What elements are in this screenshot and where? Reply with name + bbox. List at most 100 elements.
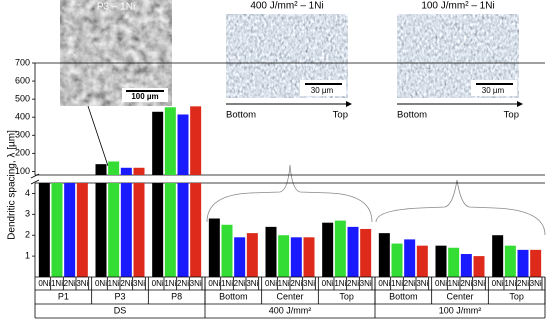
group-label: DS [114, 305, 127, 315]
series-label: 1Ni [221, 279, 233, 288]
micrograph: 400 J/mm² – 1Ni 30 µm Bottom Top [226, 1, 352, 121]
group-label: 100 J/mm² [439, 305, 482, 315]
bar [76, 183, 88, 277]
series-label: 3Ni [416, 279, 428, 288]
image-title: 400 J/mm² – 1Ni [250, 1, 323, 12]
series-label: 1Ni [108, 279, 120, 288]
bar [190, 106, 202, 277]
series-label: 2Ni [290, 279, 302, 288]
bar [177, 114, 189, 277]
series-label: 2Ni [234, 279, 246, 288]
series-label: 1Ni [448, 279, 460, 288]
series-label: 3Ni [360, 279, 372, 288]
arrow-head [346, 101, 352, 107]
series-label: 3Ni [190, 279, 202, 288]
bar [435, 245, 447, 277]
category-label: P1 [58, 291, 69, 301]
series-label: 2Ni [460, 279, 472, 288]
series-label: 1Ni [504, 279, 516, 288]
series-label: 1Ni [51, 279, 63, 288]
series-label: 2Ni [64, 279, 76, 288]
series-label: 1Ni [278, 279, 290, 288]
bar [278, 235, 290, 277]
y-tick-label: 100 [15, 166, 30, 176]
bar [360, 228, 372, 277]
y-tick-label: 700 [15, 57, 30, 67]
y-tick-label: 400 [15, 112, 30, 122]
series-label: 3Ni [530, 279, 542, 288]
series-label: 0Ni [208, 279, 220, 288]
series-label: 0Ni [38, 279, 50, 288]
arrow-head [517, 101, 523, 107]
bar [391, 243, 403, 277]
bar [416, 245, 428, 277]
series-label: 0Ni [265, 279, 277, 288]
series-label: 3Ni [246, 279, 258, 288]
bar [334, 220, 346, 277]
bracket [206, 164, 373, 223]
y-tick-label: 3 [25, 209, 30, 219]
micrograph: 100 J/mm² – 1Ni 30 µm Bottom Top [397, 1, 523, 121]
arrow-start: Bottom [226, 110, 256, 121]
bar [164, 107, 176, 277]
series-label: 2Ni [177, 279, 189, 288]
scale-label: 30 µm [311, 86, 334, 95]
axis-break [30, 179, 40, 185]
category-label: Center [276, 291, 303, 301]
y-axis-label: Dendritic spacing, λ [µm] [7, 130, 18, 240]
bar [221, 224, 233, 277]
bar [347, 226, 359, 277]
y-tick-label: 500 [15, 94, 30, 104]
connector [87, 105, 109, 167]
bar [152, 111, 164, 277]
series-label: 2Ni [120, 279, 132, 288]
axis-break [30, 173, 40, 179]
bar [530, 249, 542, 277]
bar [234, 237, 246, 277]
micrograph: P3 – 1Ni 100 µm [60, 0, 172, 106]
category-label: Top [509, 291, 524, 301]
bar [120, 167, 132, 277]
y-tick-label: 300 [15, 130, 30, 140]
group-label: 400 J/mm² [269, 305, 312, 315]
arrow-end: Top [504, 110, 519, 121]
category-label: Center [446, 291, 473, 301]
scale-label: 30 µm [482, 86, 505, 95]
bracket [375, 179, 546, 236]
bar [246, 233, 258, 277]
y-tick-label: 1 [25, 250, 30, 260]
series-label: 0Ni [322, 279, 334, 288]
bar [64, 183, 76, 277]
series-label: 0Ni [378, 279, 390, 288]
bar [517, 249, 529, 277]
category-label: Bottom [389, 291, 418, 301]
bar [290, 237, 302, 277]
bar [51, 183, 63, 277]
series-label: 2Ni [347, 279, 359, 288]
series-label: 0Ni [152, 279, 164, 288]
series-label: 1Ni [334, 279, 346, 288]
bar [473, 256, 485, 277]
arrow-start: Bottom [397, 110, 427, 121]
bar [460, 254, 472, 277]
bar [38, 183, 50, 277]
y-tick-label: 600 [15, 75, 30, 85]
bar [265, 226, 277, 277]
series-label: 3Ni [303, 279, 315, 288]
series-label: 1Ni [164, 279, 176, 288]
series-label: 2Ni [404, 279, 416, 288]
category-label: P8 [171, 291, 182, 301]
series-label: 3Ni [473, 279, 485, 288]
y-tick-label: 2 [25, 230, 30, 240]
scale-label: 100 µm [131, 92, 158, 101]
bar [108, 161, 120, 277]
series-label: 0Ni [435, 279, 447, 288]
bar [504, 245, 516, 277]
bar [492, 235, 504, 277]
series-label: 1Ni [391, 279, 403, 288]
series-label: 0Ni [95, 279, 107, 288]
bar [322, 222, 334, 277]
bar [95, 164, 107, 277]
